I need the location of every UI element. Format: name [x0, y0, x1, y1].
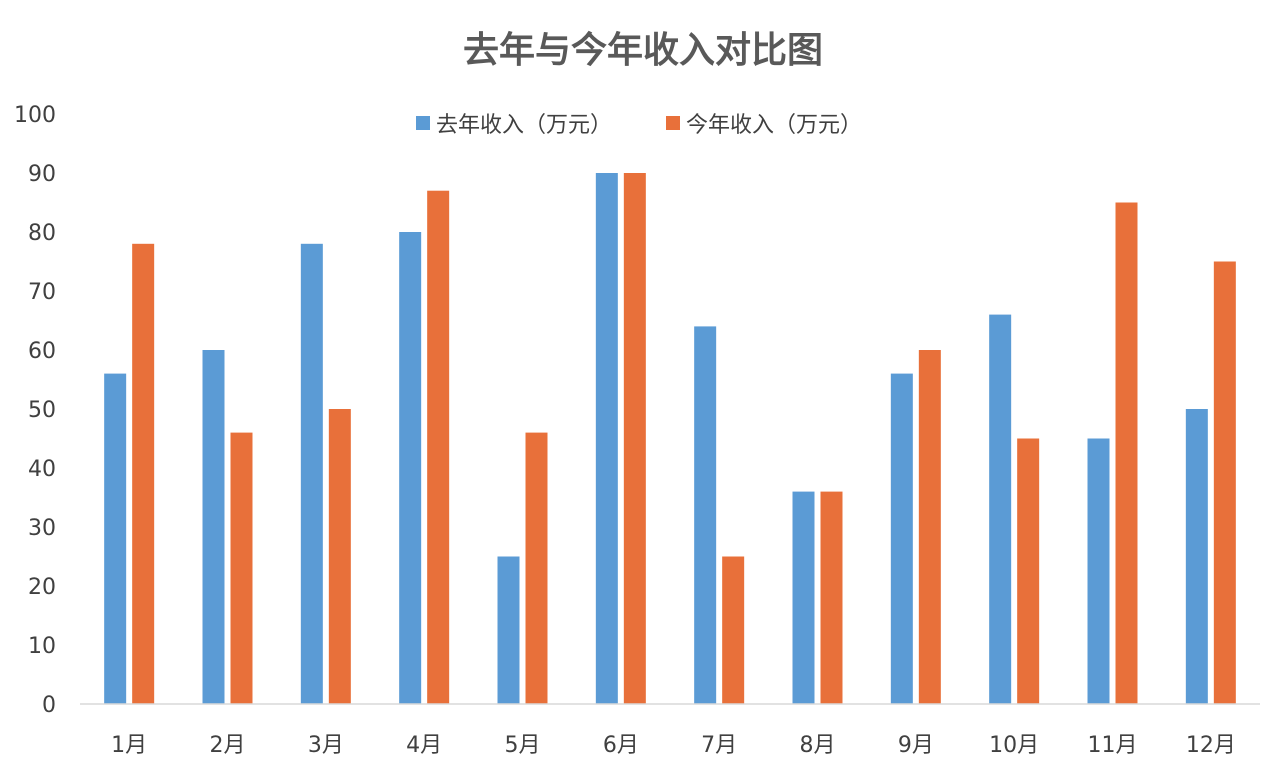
legend-label-last-year: 去年收入（万元） — [436, 113, 612, 138]
bar-this-year — [427, 190, 450, 704]
bar-last-year — [497, 556, 520, 704]
bar-this-year — [722, 556, 745, 704]
bar-last-year — [1087, 438, 1110, 704]
chart-title: 去年与今年收入对比图 — [463, 30, 823, 71]
x-axis: 1月 2月 3月 4月 5月 6月 7月 8月 9月 10月 11月 12月 — [111, 733, 1236, 758]
x-tick-label: 4月 — [406, 733, 442, 758]
bar-last-year — [202, 350, 225, 704]
y-tick-label: 100 — [14, 103, 56, 128]
y-tick-label: 30 — [28, 516, 56, 541]
x-tick-label: 2月 — [210, 733, 246, 758]
bar-last-year — [300, 243, 323, 705]
x-tick-label: 12月 — [1186, 733, 1236, 758]
y-tick-label: 80 — [28, 221, 56, 246]
x-tick-label: 10月 — [989, 733, 1039, 758]
bar-this-year — [820, 491, 843, 704]
y-tick-label: 0 — [42, 693, 56, 718]
legend-label-this-year: 今年收入（万元） — [686, 113, 862, 138]
bar-this-year — [918, 350, 941, 704]
x-tick-label: 6月 — [603, 733, 639, 758]
x-tick-label: 9月 — [898, 733, 934, 758]
x-tick-label: 1月 — [111, 733, 147, 758]
x-tick-label: 5月 — [505, 733, 541, 758]
bar-last-year — [595, 173, 618, 704]
bar-last-year — [694, 326, 717, 704]
bar-this-year — [328, 409, 351, 704]
bar-last-year — [399, 232, 422, 704]
legend: 去年收入（万元） 今年收入（万元） — [416, 113, 862, 138]
x-tick-label: 3月 — [308, 733, 344, 758]
bar-this-year — [525, 432, 548, 704]
bar-last-year — [104, 373, 127, 704]
legend-swatch-last-year — [416, 116, 430, 130]
bar-this-year — [1115, 202, 1138, 704]
bar-this-year — [1017, 438, 1040, 704]
bar-this-year — [230, 432, 253, 704]
y-tick-label: 40 — [28, 457, 56, 482]
x-tick-label: 8月 — [800, 733, 836, 758]
y-tick-label: 70 — [28, 280, 56, 305]
y-axis: 0 10 20 30 40 50 60 70 80 90 100 — [14, 103, 56, 718]
bar-last-year — [890, 373, 913, 704]
y-tick-label: 20 — [28, 575, 56, 600]
legend-swatch-this-year — [666, 116, 680, 130]
y-tick-label: 50 — [28, 398, 56, 423]
bar-this-year — [623, 173, 646, 704]
y-tick-label: 90 — [28, 162, 56, 187]
x-tick-label: 7月 — [701, 733, 737, 758]
bar-last-year — [1185, 409, 1208, 704]
bar-last-year — [989, 314, 1012, 704]
bars — [104, 173, 1236, 705]
bar-last-year — [792, 491, 815, 704]
bar-this-year — [132, 243, 155, 705]
y-tick-label: 10 — [28, 634, 56, 659]
x-tick-label: 11月 — [1088, 733, 1138, 758]
y-tick-label: 60 — [28, 339, 56, 364]
bar-this-year — [1213, 261, 1236, 704]
